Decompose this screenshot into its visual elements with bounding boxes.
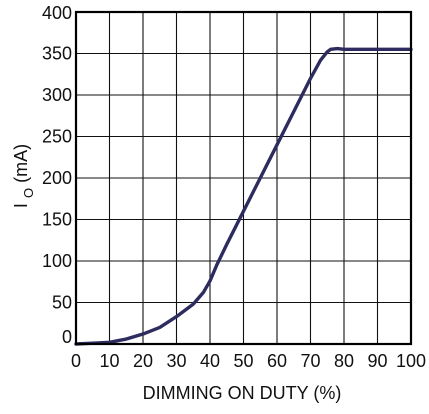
y-axis-label-subscript: O	[21, 188, 36, 198]
y-tick-label: 200	[42, 168, 72, 188]
y-tick-label: 250	[42, 127, 72, 147]
x-tick-label: 10	[99, 351, 119, 371]
y-tick-label: 50	[52, 293, 72, 313]
y-axis-label-unit: (mA)	[11, 144, 31, 183]
grid-lines	[76, 12, 411, 344]
y-tick-label: 350	[42, 44, 72, 64]
x-tick-label: 40	[200, 351, 220, 371]
x-tick-label: 90	[367, 351, 387, 371]
y-tick-label: 0	[62, 327, 72, 347]
x-tick-label: 80	[334, 351, 354, 371]
y-tick-label: 150	[42, 210, 72, 230]
y-tick-label: 100	[42, 251, 72, 271]
series-layer	[74, 46, 413, 346]
x-tick-label: 30	[166, 351, 186, 371]
y-tick-labels: 0 50 100 150 200 250 300 350 400	[42, 3, 72, 347]
x-tick-label: 50	[233, 351, 253, 371]
x-tick-labels: 0 10 20 30 40 50 60 70 80 90 100	[71, 351, 426, 371]
y-tick-label: 400	[42, 3, 72, 23]
y-axis-label-main: I	[11, 203, 31, 208]
x-tick-label: 20	[133, 351, 153, 371]
x-tick-label: 60	[267, 351, 287, 371]
y-tick-label: 300	[42, 85, 72, 105]
plot-frame	[74, 10, 413, 346]
x-tick-label: 100	[396, 351, 426, 371]
x-axis-label: DIMMING ON DUTY (%)	[143, 383, 342, 403]
series-line	[74, 46, 413, 346]
y-axis-label: I O (mA)	[11, 144, 37, 208]
x-tick-label: 0	[71, 351, 81, 371]
x-tick-label: 70	[300, 351, 320, 371]
